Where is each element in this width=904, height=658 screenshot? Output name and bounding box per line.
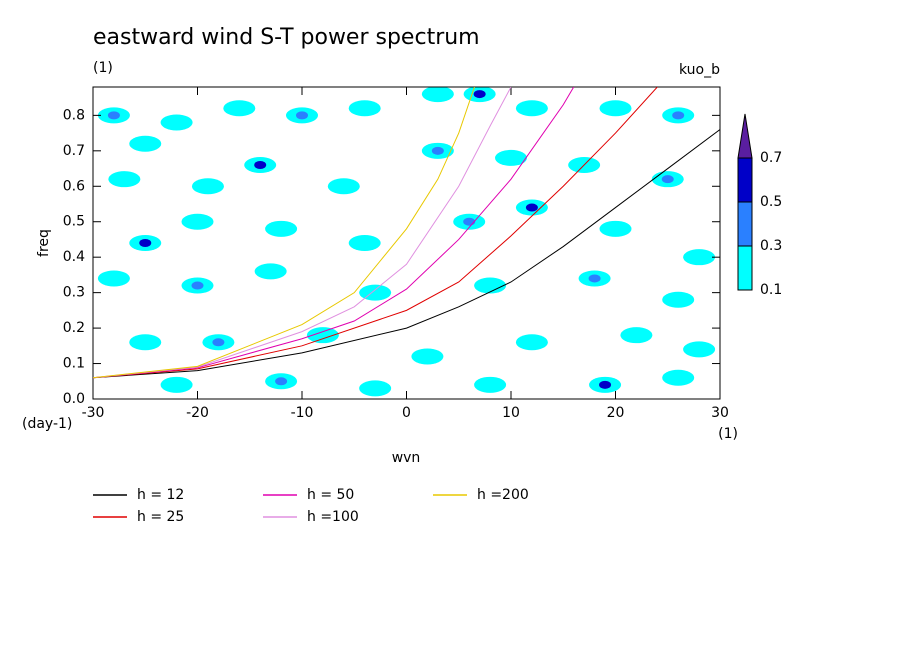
contour-patch	[599, 380, 612, 389]
contour-patch	[107, 111, 120, 120]
contour-patch	[599, 100, 632, 117]
x-tick-label: 20	[607, 405, 625, 421]
contour-patch	[181, 213, 214, 230]
x-axis-label: wvn	[392, 450, 421, 466]
colorbar-label: 0.7	[760, 150, 782, 166]
contour-patch	[160, 376, 193, 393]
dispersion-curve	[93, 87, 575, 379]
contour-patch	[599, 220, 632, 237]
y-tick-label: 0.6	[63, 178, 85, 194]
contour-patch	[212, 338, 225, 347]
dispersion-curve	[93, 129, 720, 379]
contour-patch	[431, 146, 444, 155]
contour-patch	[348, 100, 381, 117]
contour-patch	[348, 235, 381, 251]
contour-patch	[97, 270, 130, 287]
contour-patch	[683, 341, 716, 358]
contour-patch	[672, 111, 685, 120]
y-tick-label: 0.3	[63, 285, 85, 301]
contour-patch	[191, 178, 224, 195]
y-tick-label: 0.8	[63, 107, 85, 123]
contour-patch	[359, 284, 392, 301]
contour-patch	[421, 87, 454, 103]
y-tick-label: 0.4	[63, 249, 85, 265]
colorbar-box	[737, 157, 753, 203]
contour-patch	[191, 281, 204, 290]
colorbar-label: 0.5	[760, 194, 782, 210]
legend-label: h = 50	[307, 487, 354, 503]
contour-patch	[662, 291, 695, 308]
contour-patch	[223, 100, 256, 117]
legend-label: h = 25	[137, 509, 184, 525]
contour-patch	[359, 380, 392, 397]
contour-patch	[662, 369, 695, 386]
legend-label: h = 12	[137, 487, 184, 503]
y-axis-label: freq	[36, 229, 52, 257]
contour-patch	[411, 348, 444, 365]
colorbar-triangle	[737, 113, 753, 159]
contour-patch	[515, 100, 548, 117]
dispersion-curve	[93, 87, 475, 379]
contour-patch	[129, 135, 162, 152]
colorbar-box	[737, 201, 753, 247]
contour-patch	[327, 178, 360, 195]
colorbar-label: 0.1	[760, 282, 782, 298]
contour-patch	[265, 220, 298, 237]
colorbar-label: 0.3	[760, 238, 782, 254]
contour-patch	[683, 249, 716, 266]
contour-patch	[275, 377, 288, 386]
legend-label: h =100	[307, 509, 359, 525]
y-tick-label: 0.5	[63, 214, 85, 230]
contour-patch	[588, 274, 601, 283]
chart-title: eastward wind S-T power spectrum	[93, 25, 480, 50]
subtitle: (1)	[93, 60, 113, 76]
contour-patch	[129, 334, 162, 351]
contour-patch	[306, 327, 339, 344]
contour-patch	[474, 376, 507, 393]
legend-label: h =200	[477, 487, 529, 503]
x-unit: (1)	[718, 426, 738, 442]
x-tick-label: 10	[502, 405, 520, 421]
contour-patch	[108, 171, 141, 188]
x-tick-label: -20	[186, 405, 209, 421]
contour-patch	[474, 277, 507, 294]
dispersion-curve	[93, 87, 512, 379]
contour-patch	[254, 263, 287, 280]
contour-patch	[495, 149, 527, 166]
x-tick-label: -10	[291, 405, 314, 421]
contour-patch	[296, 111, 308, 120]
contour-patch	[525, 203, 538, 212]
contour-patch	[254, 161, 267, 169]
contour-patch	[515, 334, 548, 351]
plot-frame	[92, 86, 721, 400]
contour-patch	[139, 239, 152, 247]
contour-patch	[620, 327, 653, 344]
y-tick-label: 0.2	[63, 320, 85, 336]
y-tick-label: 0.7	[63, 143, 85, 159]
x-tick-label: 30	[711, 405, 729, 421]
y-unit: (day-1)	[22, 416, 72, 432]
annotation: kuo_b	[679, 62, 720, 78]
y-tick-label: 0.1	[63, 356, 85, 372]
colorbar-box	[737, 245, 753, 291]
contour-patch	[473, 90, 486, 99]
contour-patch	[160, 114, 193, 131]
contour-patch	[463, 217, 476, 226]
y-tick-label: 0.0	[63, 391, 85, 407]
dispersion-curve	[93, 87, 658, 379]
contour-patch	[661, 175, 674, 184]
x-tick-label: 0	[402, 405, 411, 421]
contour-field	[97, 87, 716, 397]
x-tick-label: -30	[82, 405, 105, 421]
